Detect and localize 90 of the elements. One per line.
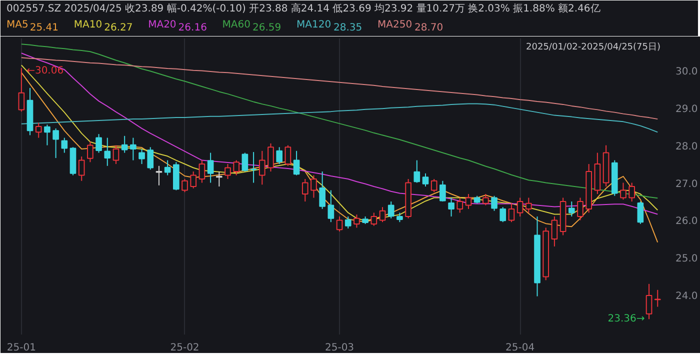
line-series — [20, 57, 658, 120]
candlestick — [491, 195, 498, 212]
candlestick — [448, 197, 454, 217]
x-tick-label: 25-02 — [170, 342, 200, 354]
candlestick — [233, 160, 240, 176]
candlestick — [568, 200, 575, 217]
candlestick — [422, 172, 429, 187]
text: MA250 — [378, 20, 412, 30]
candlestick — [130, 137, 136, 161]
text: 28.70 — [414, 22, 444, 34]
x-tick-label: 25-04 — [506, 342, 535, 354]
candlestick — [258, 150, 266, 186]
y-tick-label: 28.0 — [676, 141, 698, 152]
candlestick — [482, 193, 489, 206]
candlestick — [78, 156, 85, 182]
annotation: 2025/01/02-2025/04/25(75日) — [526, 42, 660, 52]
candlestick — [379, 206, 386, 223]
candlestick — [370, 212, 378, 226]
text: MA5 — [6, 20, 28, 30]
candlestick — [104, 137, 111, 166]
candlestick — [336, 216, 343, 232]
y-tick-label: 29.0 — [676, 104, 698, 115]
candlestick — [354, 214, 360, 228]
candlestick — [87, 141, 94, 163]
candlestick — [440, 180, 446, 202]
candlestick — [414, 160, 420, 184]
candlestick — [396, 212, 403, 223]
text: 26.27 — [104, 22, 133, 34]
candlestick — [430, 178, 438, 193]
candlestick — [319, 171, 326, 210]
candlestick — [121, 135, 128, 154]
candlestick — [302, 178, 308, 202]
candlestick — [198, 160, 206, 184]
text: MA20 — [148, 20, 176, 30]
candlestick — [310, 174, 317, 198]
text: MA10 — [74, 20, 102, 30]
candlestick — [96, 134, 102, 154]
line-series — [20, 72, 658, 243]
candlestick — [344, 216, 352, 229]
candlestick — [138, 148, 145, 165]
candlestick — [207, 152, 214, 184]
candlestick — [18, 68, 25, 112]
candlestick — [620, 182, 626, 200]
candlestick — [182, 178, 188, 193]
line-series — [20, 103, 658, 133]
candlestick — [52, 128, 59, 159]
text: MA60 — [222, 20, 251, 30]
candlestick — [551, 216, 558, 247]
candlestick — [637, 200, 644, 224]
y-tick-label: 30.0 — [676, 66, 698, 78]
candlestick — [525, 197, 532, 214]
candlestick — [284, 144, 292, 166]
annotation: 23.36→ — [608, 314, 645, 325]
text: 26.59 — [252, 22, 282, 34]
candlestick — [147, 146, 154, 170]
y-tick-label: 25.0 — [676, 254, 698, 265]
x-tick-label: 25-01 — [6, 342, 36, 354]
candlestick — [508, 202, 515, 223]
text: 25.41 — [30, 22, 59, 34]
candlestick — [577, 197, 584, 221]
chart-title: 002557.SZ 2025/04/25 收23.89 幅-0.42%(-0.10) 开23.88 高24.14 低23.69 均23.92 量10.27万 换2.03% 振1.88% 额2.46亿 — [6, 2, 600, 14]
candlestick — [164, 160, 171, 176]
candlestick — [646, 283, 652, 320]
candlestick — [216, 171, 222, 187]
candlestick — [242, 152, 248, 172]
candlestick — [293, 150, 300, 176]
annotation: ←30.06 — [26, 66, 64, 77]
candlestick — [465, 193, 472, 210]
candlestick — [156, 165, 162, 186]
candlestick — [61, 137, 68, 154]
text: 28.35 — [334, 22, 362, 34]
candlestick — [35, 122, 42, 138]
text: 26.16 — [178, 22, 207, 34]
candlestick — [224, 164, 231, 180]
candlestick — [456, 197, 464, 214]
candlestick — [44, 124, 50, 146]
candlestick — [268, 142, 274, 172]
candlestick — [628, 182, 635, 202]
candlestick — [276, 146, 282, 165]
candlestick — [500, 206, 506, 223]
candlestick — [190, 171, 197, 189]
candlestick — [388, 200, 394, 219]
text: MA120 — [296, 20, 332, 30]
y-tick-label: 27.0 — [676, 178, 698, 190]
candlestick — [112, 144, 120, 165]
y-tick-label: 24.0 — [676, 291, 698, 302]
x-tick-label: 25-03 — [324, 342, 354, 354]
candlestick — [516, 197, 524, 217]
candlestick — [328, 190, 334, 223]
y-tick-label: 26.0 — [676, 216, 698, 228]
